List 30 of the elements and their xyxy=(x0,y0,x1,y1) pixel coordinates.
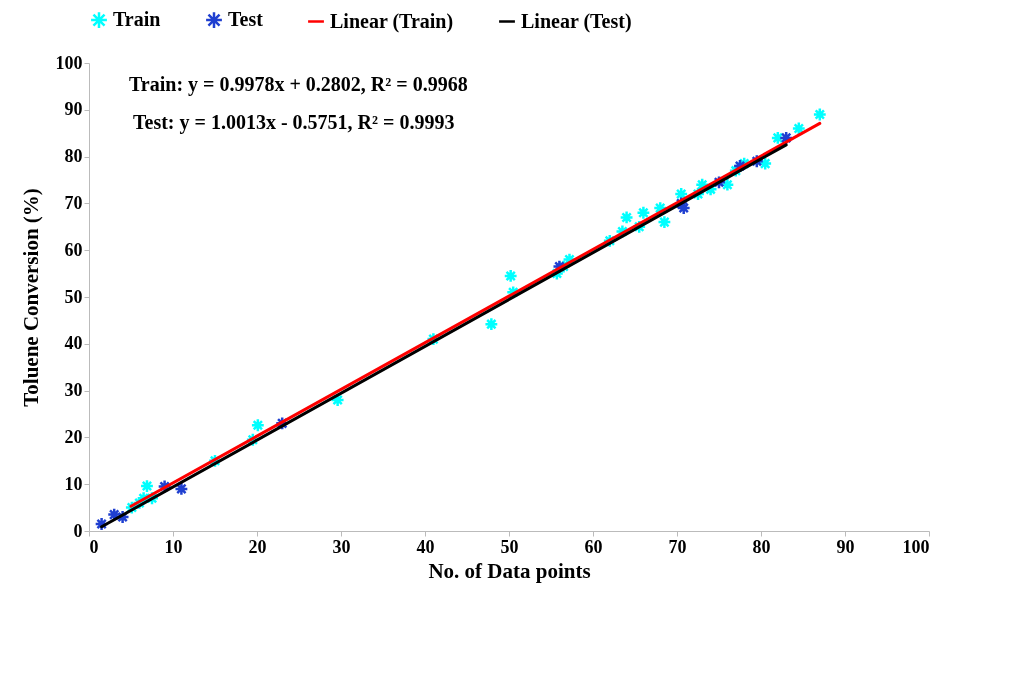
x-tick-label: 10 xyxy=(164,536,183,557)
y-tick-label: 100 xyxy=(55,52,83,73)
x-tick-label: 90 xyxy=(836,536,855,557)
y-tick-label: 80 xyxy=(64,146,83,167)
x-axis-title: No. of Data points xyxy=(428,558,591,583)
x-tick-label: 20 xyxy=(248,536,267,557)
y-tick-label: 70 xyxy=(64,192,83,213)
x-tick-label: 100 xyxy=(902,536,930,557)
x-tick-label: 80 xyxy=(752,536,771,557)
annotation: Train: y = 0.9978x + 0.2802, R² = 0.9968 xyxy=(129,73,468,96)
legend-label: Linear (Test) xyxy=(521,9,632,33)
y-tick-label: 40 xyxy=(64,333,83,354)
y-tick-label: 90 xyxy=(64,99,83,120)
legend-label: Linear (Train) xyxy=(330,9,454,33)
legend-label: Train xyxy=(113,8,161,31)
y-tick-label: 30 xyxy=(64,380,83,401)
y-tick-label: 10 xyxy=(64,473,83,494)
x-tick-label: 0 xyxy=(89,536,99,557)
x-tick-label: 70 xyxy=(668,536,687,557)
x-tick-label: 30 xyxy=(332,536,351,557)
x-tick-label: 60 xyxy=(584,536,603,557)
y-tick-label: 20 xyxy=(64,426,83,447)
legend-label: Test xyxy=(228,8,264,31)
x-tick-label: 50 xyxy=(500,536,519,557)
annotation: Test: y = 1.0013x - 0.5751, R² = 0.9993 xyxy=(133,111,455,134)
x-tick-label: 40 xyxy=(416,536,435,557)
y-axis-title: Toluene Conversion (%) xyxy=(18,188,43,407)
y-tick-label: 60 xyxy=(64,239,83,260)
y-tick-label: 50 xyxy=(64,286,83,307)
y-tick-label: 0 xyxy=(73,520,83,541)
